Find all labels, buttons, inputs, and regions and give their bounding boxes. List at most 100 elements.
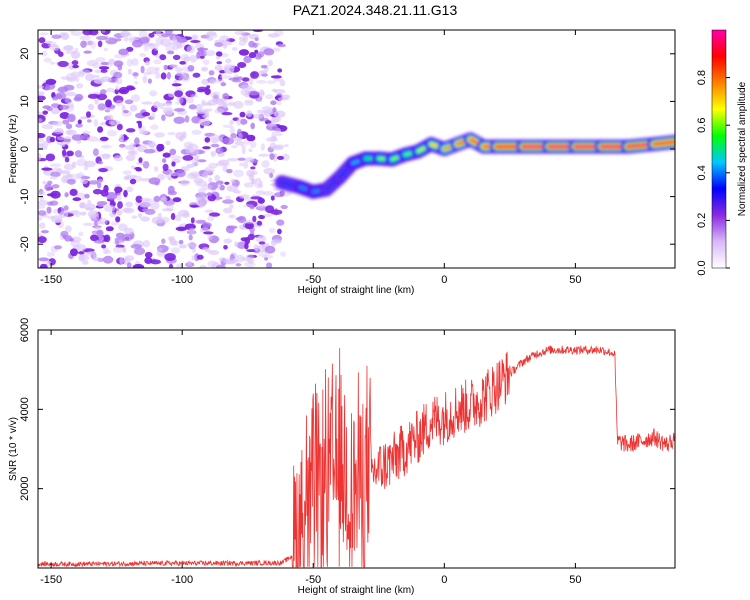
noise-blob — [102, 255, 114, 264]
noise-blob — [122, 246, 127, 253]
noise-blob — [98, 217, 108, 225]
noise-blob — [119, 257, 124, 265]
noise-blob — [122, 207, 132, 213]
noise-blob — [118, 223, 128, 231]
noise-blob — [153, 195, 161, 203]
noise-blob — [87, 103, 95, 111]
noise-blob — [97, 40, 103, 48]
noise-blob — [214, 174, 221, 182]
noise-blob — [164, 30, 173, 36]
noise-blob — [208, 250, 220, 255]
noise-blob — [256, 220, 263, 226]
noise-blob — [252, 215, 257, 223]
noise-blob — [119, 143, 126, 148]
noise-blob — [94, 226, 101, 230]
noise-blob — [256, 80, 267, 84]
colorbar-tick-label: 0.4 — [696, 165, 708, 180]
noise-blob — [230, 145, 238, 149]
noise-blob — [175, 132, 185, 140]
noise-blob — [147, 78, 152, 84]
noise-blob — [260, 143, 265, 151]
noise-blob — [247, 233, 255, 241]
noise-blob — [87, 251, 97, 255]
noise-blob — [258, 241, 266, 245]
noise-blob — [234, 241, 239, 247]
noise-blob — [143, 148, 156, 154]
noise-blob — [189, 171, 201, 179]
noise-blob — [151, 48, 158, 56]
noise-blob — [51, 34, 62, 39]
noise-blob — [115, 240, 120, 246]
noise-blob — [241, 147, 246, 155]
noise-blob — [222, 199, 234, 204]
noise-blob — [81, 176, 91, 180]
noise-blob — [233, 137, 243, 142]
noise-blob — [50, 175, 57, 180]
noise-blob — [99, 153, 112, 158]
noise-blob — [122, 170, 132, 175]
noise-blob — [200, 66, 209, 72]
noise-blob — [161, 208, 174, 212]
noise-blob — [268, 228, 276, 233]
noise-blob — [52, 120, 63, 127]
spectrogram-noise-field — [38, 30, 292, 268]
noise-blob — [79, 211, 87, 216]
noise-blob — [176, 263, 183, 268]
noise-blob — [257, 179, 263, 188]
noise-blob — [170, 212, 176, 221]
noise-blob — [56, 136, 65, 141]
noise-blob — [248, 77, 254, 85]
noise-blob — [276, 219, 285, 226]
noise-blob — [167, 190, 177, 196]
noise-blob — [248, 148, 253, 153]
noise-blob — [208, 70, 215, 76]
noise-blob — [235, 263, 242, 267]
noise-blob — [172, 197, 182, 203]
noise-blob — [267, 59, 273, 67]
noise-blob — [280, 251, 286, 257]
noise-blob — [262, 213, 273, 217]
noise-blob — [224, 260, 236, 264]
noise-blob — [96, 201, 108, 206]
noise-blob — [254, 37, 259, 41]
noise-blob — [265, 94, 274, 100]
noise-blob — [145, 60, 150, 66]
noise-blob — [186, 242, 197, 248]
noise-blob — [191, 162, 199, 167]
noise-blob — [140, 197, 152, 202]
spectrogram-y-tick-label: 20 — [19, 48, 31, 60]
noise-blob — [202, 59, 210, 65]
colorbar-tick-label: 0.2 — [696, 213, 708, 228]
noise-blob — [160, 72, 167, 80]
noise-blob — [243, 140, 251, 145]
spectrogram-ridge — [274, 132, 675, 199]
noise-blob — [263, 168, 276, 175]
noise-blob — [179, 61, 186, 65]
noise-blob — [176, 44, 183, 49]
noise-blob — [87, 119, 92, 123]
noise-blob — [61, 149, 67, 157]
noise-blob — [132, 72, 139, 77]
noise-blob — [83, 50, 92, 54]
noise-blob — [155, 30, 161, 37]
noise-blob — [207, 260, 217, 268]
noise-blob — [279, 79, 286, 87]
noise-blob — [39, 263, 48, 268]
noise-blob — [160, 196, 168, 202]
noise-blob — [127, 150, 136, 155]
noise-blob — [123, 36, 129, 42]
noise-blob — [60, 143, 66, 147]
noise-blob — [151, 112, 156, 121]
noise-blob — [38, 85, 45, 89]
noise-blob — [267, 122, 277, 127]
noise-blob — [117, 64, 123, 71]
noise-blob — [53, 209, 59, 214]
noise-blob — [216, 51, 223, 57]
noise-blob — [226, 168, 233, 174]
noise-blob — [240, 84, 252, 90]
noise-blob — [204, 209, 214, 213]
noise-blob — [235, 254, 245, 263]
noise-blob — [270, 209, 283, 215]
noise-blob — [71, 60, 79, 66]
noise-blob — [64, 91, 77, 97]
